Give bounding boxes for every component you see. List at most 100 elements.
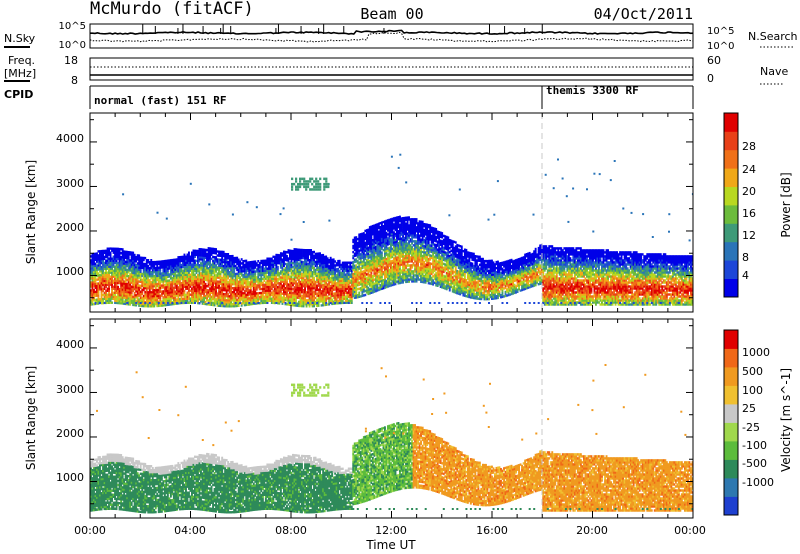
heatmap-cell [340, 291, 343, 295]
heatmap-cell [269, 287, 272, 290]
heatmap-cell [180, 259, 183, 263]
heatmap-cell [374, 225, 377, 229]
heatmap-cell [165, 279, 168, 283]
heatmap-cell [154, 292, 157, 296]
heatmap-cell [304, 281, 307, 284]
heatmap-cell [396, 236, 398, 239]
heatmap-cell [370, 231, 373, 234]
heatmap-cell [334, 260, 337, 263]
heatmap-cell [109, 299, 112, 302]
heatmap-cell [391, 223, 394, 227]
heatmap-cell [371, 285, 374, 288]
heatmap-cell [267, 281, 270, 284]
heatmap-cell [355, 284, 358, 287]
heatmap-cell [165, 275, 168, 279]
heatmap-cell [393, 271, 395, 274]
heatmap-cell [246, 269, 249, 272]
heatmap-cell [180, 257, 183, 261]
heatmap-cell [172, 270, 175, 274]
heatmap-cell [396, 272, 398, 275]
heatmap-cell [388, 248, 391, 252]
heatmap-cell [245, 289, 248, 293]
heatmap-cell [94, 298, 97, 302]
heatmap-cell [311, 285, 314, 288]
heatmap-cell [332, 262, 335, 265]
heatmap-cell [139, 268, 142, 271]
heatmap-cell [272, 267, 275, 270]
heatmap-cell [227, 299, 230, 302]
heatmap-cell [394, 258, 397, 262]
heatmap-cell [156, 264, 159, 268]
heatmap-cell [212, 297, 215, 301]
heatmap-cell [397, 258, 400, 261]
heatmap-cell [138, 256, 141, 259]
heatmap-cell [368, 288, 371, 291]
heatmap-cell [365, 253, 368, 256]
heatmap-cell [260, 275, 263, 279]
heatmap-cell [355, 252, 358, 255]
heatmap-cell [121, 294, 124, 297]
heatmap-cell [207, 249, 210, 252]
heatmap-cell [355, 254, 358, 257]
heatmap-cell [286, 285, 288, 288]
heatmap-cell [233, 262, 236, 266]
heatmap-cell [251, 278, 254, 282]
heatmap-cell [272, 273, 275, 276]
heatmap-cell [308, 283, 311, 286]
heatmap-cell [264, 287, 267, 290]
heatmap-cell [275, 259, 278, 263]
heatmap-cell [335, 264, 338, 267]
heatmap-cell [260, 297, 263, 301]
heatmap-cell [396, 216, 398, 219]
heatmap-cell [144, 278, 147, 282]
heatmap-cell [362, 234, 365, 237]
heatmap-cell [385, 253, 388, 257]
heatmap-cell [286, 277, 288, 280]
heatmap-cell [283, 284, 285, 288]
heatmap-cell [239, 284, 242, 287]
heatmap-cell [267, 257, 270, 260]
heatmap-cell [210, 269, 213, 272]
heatmap-cell [100, 302, 103, 305]
heatmap-cell [228, 273, 231, 276]
heatmap-cell [320, 278, 323, 281]
heatmap-cell [248, 299, 251, 302]
heatmap-cell [163, 302, 166, 305]
heatmap-cell [93, 284, 95, 288]
nsky-line [90, 29, 694, 35]
heatmap-cell [275, 299, 278, 303]
heatmap-cell [112, 273, 115, 276]
heatmap-cell [390, 252, 392, 255]
heatmap-cell [355, 242, 358, 245]
heatmap-cell [328, 303, 331, 306]
heatmap-cell [380, 227, 383, 230]
heatmap-cell [337, 294, 340, 297]
heatmap-cell [242, 278, 245, 281]
heatmap-cell [279, 258, 282, 261]
heatmap-cell [168, 287, 171, 290]
heatmap-cell [182, 289, 184, 293]
heatmap-cell [94, 254, 97, 257]
heatmap-cell [344, 265, 347, 268]
heatmap-cell [97, 276, 100, 279]
heatmap-cell [367, 248, 370, 251]
heatmap-cell [281, 268, 284, 271]
heatmap-cell [332, 264, 335, 267]
heatmap-cell [132, 253, 135, 256]
heatmap-cell [358, 235, 361, 238]
heatmap-cell [182, 255, 184, 259]
heatmap-cell [254, 300, 257, 303]
heatmap-cell [286, 263, 288, 266]
heatmap-cell [185, 263, 187, 266]
heatmap-cell [335, 300, 338, 303]
heatmap-cell [135, 300, 138, 303]
heatmap-cell [142, 276, 145, 280]
heatmap-cell [371, 251, 374, 254]
heatmap-cell [287, 269, 290, 272]
heatmap-cell [371, 224, 374, 228]
heatmap-cell [246, 301, 249, 304]
heatmap-cell [384, 254, 386, 257]
heatmap-cell [188, 279, 190, 282]
heatmap-cell [91, 289, 94, 292]
heatmap-cell [237, 286, 240, 289]
